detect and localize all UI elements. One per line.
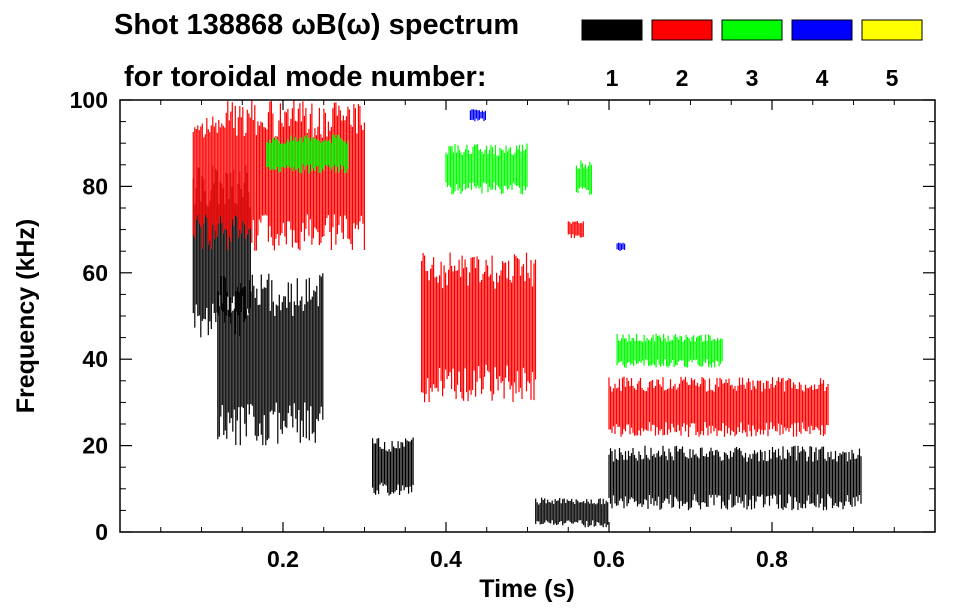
- mode-n4-series: [469, 109, 626, 251]
- chart-title-line2: for toroidal mode number:: [124, 61, 487, 93]
- legend-label-n1: 1: [606, 65, 619, 91]
- x-tick-label: 0.8: [756, 546, 788, 572]
- legend-label-n4: 4: [816, 65, 829, 91]
- legend-label-n2: 2: [676, 65, 689, 91]
- x-tick-label: 0.2: [267, 546, 299, 572]
- legend-swatch-n3: [721, 19, 783, 41]
- x-tick-label: 0.6: [593, 546, 625, 572]
- mode-n2-region-4: [567, 221, 584, 239]
- mode-n2-region-2: [421, 252, 537, 403]
- mode-n1-region-4: [535, 497, 609, 528]
- y-tick-label: 60: [82, 260, 108, 286]
- legend-label-n3: 3: [746, 65, 759, 91]
- legend-label-n5: 5: [886, 65, 899, 91]
- y-tick-label: 80: [82, 173, 108, 199]
- legend: 1 2 3 4 5: [581, 19, 923, 91]
- y-axis-label: Frequency (kHz): [12, 219, 40, 413]
- mode-n1-series: [192, 165, 862, 528]
- plot-area: [192, 100, 862, 528]
- mode-n1-region-5: [608, 445, 862, 511]
- mode-n3-series: [266, 134, 723, 368]
- mode-n1-region-3: [372, 437, 414, 496]
- mode-n3-region-4: [616, 333, 723, 368]
- legend-swatch-n4: [791, 19, 853, 41]
- mode-n3-region-2: [445, 143, 528, 195]
- mode-n4-region-2: [616, 242, 626, 251]
- y-tick-label: 100: [70, 87, 108, 113]
- legend-swatch-n5: [861, 19, 923, 41]
- axes: 0.2 0.4 0.6 0.8 0 20 40 60 80 100: [70, 87, 935, 572]
- chart-title-line1: Shot 138868 ωB(ω) spectrum: [114, 9, 519, 41]
- mode-n3-region-1: [266, 134, 349, 174]
- legend-swatch-n2: [651, 19, 713, 41]
- mode-n1-region-2: [217, 273, 324, 446]
- x-axis-label: Time (s): [479, 575, 574, 603]
- mode-n2-region-3: [608, 376, 829, 437]
- mode-n2-series: [192, 100, 829, 437]
- mode-n4-region-1: [469, 109, 486, 122]
- legend-swatch-n1: [581, 19, 643, 41]
- y-tick-label: 40: [82, 346, 108, 372]
- x-tick-label: 0.4: [430, 546, 462, 572]
- mode-n3-region-3: [575, 160, 593, 195]
- y-tick-label: 20: [82, 433, 108, 459]
- y-tick-label: 0: [95, 519, 108, 545]
